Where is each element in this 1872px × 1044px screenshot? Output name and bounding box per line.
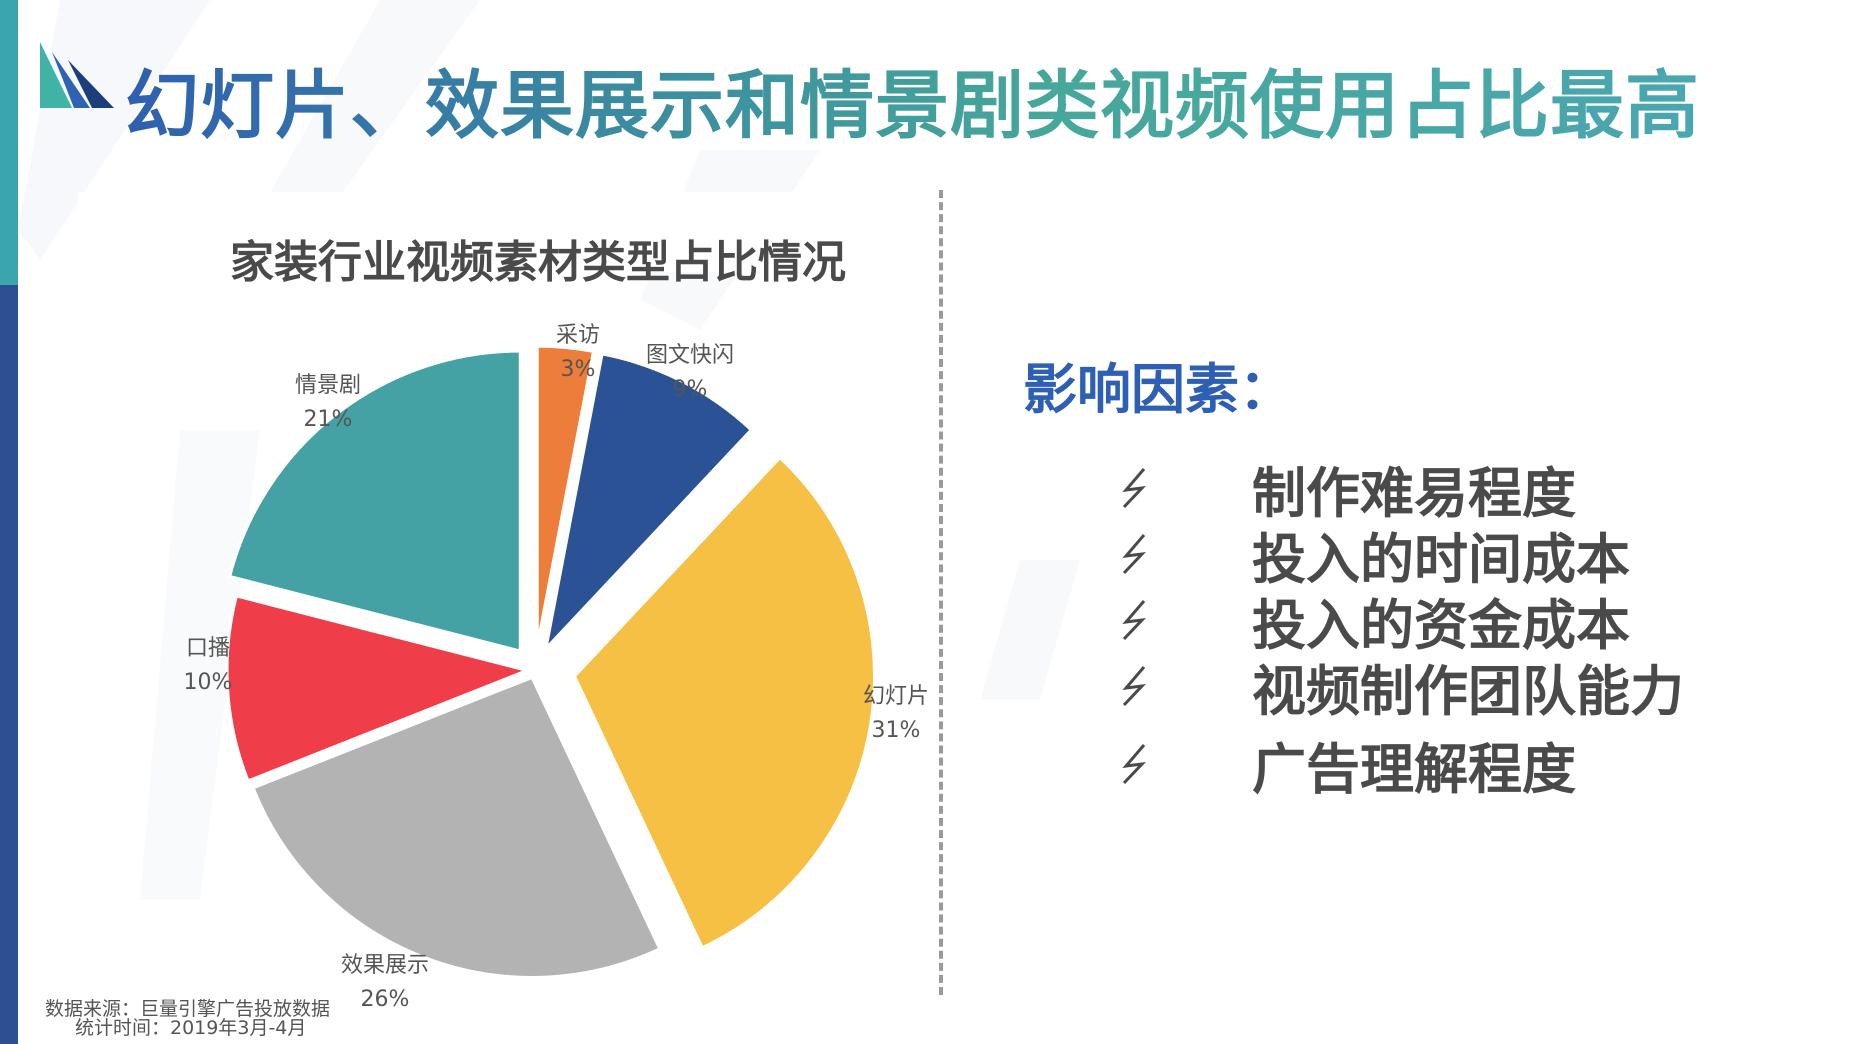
factor-label: 视频制作团队能力	[1252, 659, 1684, 723]
page-title: 幻灯片、效果展示和情景剧类视频使用占比最高	[125, 46, 1700, 153]
factor-label: 广告理解程度	[1252, 737, 1576, 801]
vertical-divider	[939, 190, 943, 995]
factor-label: 投入的时间成本	[1252, 527, 1630, 591]
factor-list: 制作难易程度 投入的时间成本 投入的资金成本 视频制作团队能力 广告理解程度	[1118, 455, 1684, 801]
pie-slice-1	[535, 344, 596, 647]
slice-percent-label: 10%	[184, 670, 233, 695]
factor-item: 投入的资金成本	[1118, 587, 1684, 657]
slice-percent-label: 31%	[872, 718, 921, 743]
pie-slice-4	[251, 675, 662, 979]
left-accent-bar-blue	[0, 285, 18, 1044]
chart-title-backdrop	[78, 192, 853, 272]
factor-item: 视频制作团队能力	[1118, 653, 1684, 723]
lightning-bolt-icon	[1122, 744, 1146, 785]
slice-percent-label: 3%	[561, 357, 596, 382]
factors-heading: 影响因素：	[1023, 358, 1293, 421]
stats-period-line: 统计时间：2019年3月-4月	[75, 1017, 307, 1039]
slice-percent-label: 21%	[304, 407, 353, 432]
pie-slice-3	[572, 455, 876, 950]
pie-slice-5	[225, 594, 532, 783]
lightning-bolt-icon	[1122, 468, 1146, 509]
factor-item: 广告理解程度	[1118, 731, 1684, 801]
factor-label: 制作难易程度	[1252, 461, 1576, 525]
lightning-bolt-icon	[1122, 600, 1146, 641]
slice-percent-label: 26%	[361, 987, 410, 1012]
slice-label: 效果展示	[341, 953, 429, 978]
slice-label: 采访	[556, 323, 600, 348]
slice-label: 图文快闪	[646, 343, 734, 368]
factor-item: 制作难易程度	[1118, 455, 1684, 525]
slice-label: 口播	[186, 636, 230, 661]
slice-percent-label: 9%	[673, 377, 708, 402]
factor-label: 投入的资金成本	[1252, 593, 1630, 657]
logo-icon	[40, 42, 114, 108]
data-source-note: 数据来源：巨量引擎广告投放数据 统计时间：2019年3月-4月	[45, 1000, 330, 1038]
pie-slice-6	[227, 349, 522, 653]
slice-label: 情景剧	[295, 373, 361, 398]
pie-slice-2	[543, 352, 754, 654]
left-accent-bar-teal	[0, 0, 18, 285]
slice-label: 幻灯片	[863, 684, 929, 709]
source-line: 数据来源：巨量引擎广告投放数据	[45, 998, 331, 1020]
factor-item: 投入的时间成本	[1118, 521, 1684, 591]
lightning-bolt-icon	[1122, 666, 1146, 707]
lightning-bolt-icon	[1122, 534, 1146, 575]
chart-title: 家装行业视频素材类型占比情况	[230, 237, 846, 288]
